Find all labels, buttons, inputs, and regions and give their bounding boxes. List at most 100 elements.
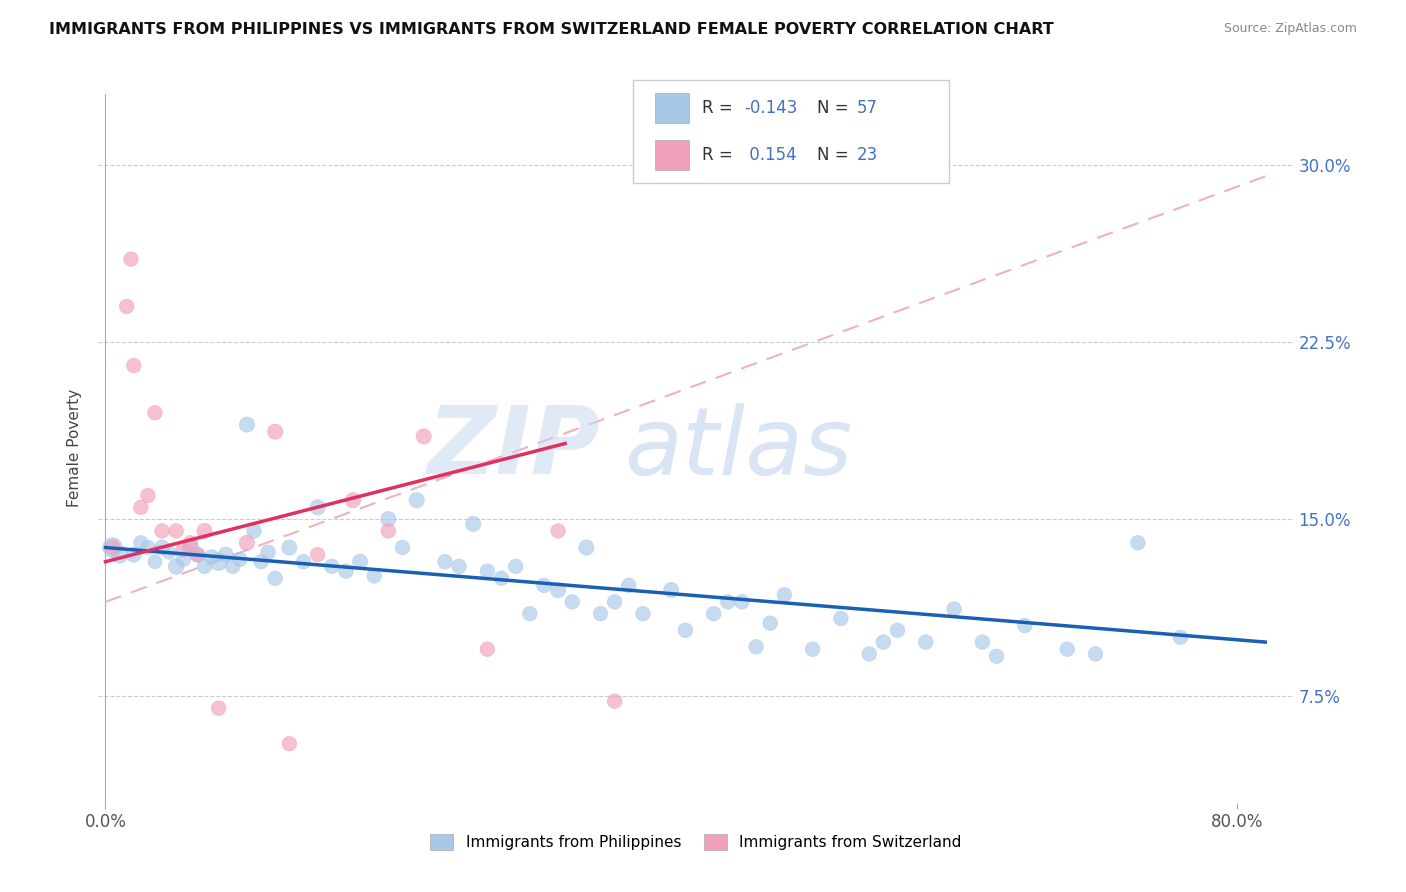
Point (342, 493, 364, 508)
Point (278, 737, 301, 751)
Point (229, 552, 252, 566)
Point (101, 541, 124, 555)
Text: ZIP: ZIP (427, 402, 600, 494)
Point (122, 359, 145, 373)
Point (943, 602, 966, 616)
Point (1126, 535, 1149, 549)
Point (215, 548, 238, 562)
Point (986, 649, 1008, 664)
Point (278, 541, 301, 555)
Point (477, 642, 499, 657)
Point (186, 548, 208, 562)
Point (236, 417, 259, 432)
Point (150, 541, 173, 555)
Point (759, 616, 782, 631)
Point (179, 535, 201, 549)
Point (108, 548, 131, 562)
Point (136, 541, 159, 555)
Point (886, 624, 908, 638)
Point (659, 583, 682, 598)
Point (143, 555, 166, 569)
Point (1056, 642, 1078, 657)
Point (172, 552, 194, 566)
Point (129, 500, 152, 515)
Point (731, 595, 754, 609)
Point (745, 640, 768, 654)
Point (307, 500, 329, 515)
Text: 23: 23 (856, 146, 877, 164)
Point (243, 524, 266, 538)
Point (703, 607, 725, 621)
Text: IMMIGRANTS FROM PHILIPPINES VS IMMIGRANTS FROM SWITZERLAND FEMALE POVERTY CORREL: IMMIGRANTS FROM PHILIPPINES VS IMMIGRANT… (49, 22, 1054, 37)
Y-axis label: Female Poverty: Female Poverty (67, 389, 83, 508)
Point (872, 635, 894, 649)
Point (208, 701, 231, 715)
Point (603, 595, 626, 609)
Point (412, 429, 434, 443)
Point (801, 642, 824, 657)
Point (673, 624, 696, 638)
Point (519, 607, 541, 621)
Point (179, 541, 201, 555)
Point (136, 489, 159, 503)
Point (292, 555, 315, 569)
Point (264, 571, 287, 585)
Text: -0.143: -0.143 (744, 99, 797, 117)
Point (115, 300, 138, 314)
Legend: Immigrants from Philippines, Immigrants from Switzerland: Immigrants from Philippines, Immigrants … (425, 828, 967, 856)
Point (972, 635, 994, 649)
Point (321, 559, 343, 574)
Point (335, 564, 357, 578)
Text: atlas: atlas (624, 402, 852, 494)
Point (250, 555, 273, 569)
Point (172, 542, 194, 557)
Point (307, 548, 329, 562)
Point (1014, 618, 1036, 632)
Point (433, 555, 456, 569)
Point (377, 512, 399, 526)
Point (186, 548, 208, 562)
Point (208, 555, 231, 569)
Point (349, 555, 371, 569)
Point (575, 541, 598, 555)
Point (505, 559, 527, 574)
Point (143, 406, 166, 420)
Point (914, 635, 936, 649)
Point (264, 425, 287, 439)
Point (631, 607, 654, 621)
Text: N =: N = (817, 146, 853, 164)
Point (222, 559, 245, 574)
Point (363, 569, 385, 583)
Text: Source: ZipAtlas.com: Source: ZipAtlas.com (1223, 22, 1357, 36)
Point (858, 647, 880, 661)
Point (377, 524, 399, 538)
Point (617, 578, 640, 592)
Point (477, 564, 499, 578)
Text: 0.154: 0.154 (744, 146, 796, 164)
Point (547, 524, 569, 538)
Point (589, 607, 612, 621)
Point (129, 535, 152, 549)
Point (200, 549, 222, 564)
Point (449, 559, 471, 574)
Point (717, 595, 740, 609)
Point (463, 516, 485, 531)
Text: R =: R = (702, 99, 738, 117)
Point (491, 571, 513, 585)
Point (236, 535, 259, 549)
Point (547, 583, 569, 598)
Point (391, 541, 413, 555)
Text: 57: 57 (856, 99, 877, 117)
Point (193, 559, 215, 574)
Point (157, 545, 180, 559)
Point (150, 524, 173, 538)
Point (830, 611, 852, 625)
Point (1084, 647, 1107, 661)
Point (773, 588, 796, 602)
Point (122, 548, 145, 562)
Point (603, 694, 626, 708)
Point (405, 493, 427, 508)
Point (561, 595, 583, 609)
Point (193, 524, 215, 538)
Point (101, 541, 124, 555)
